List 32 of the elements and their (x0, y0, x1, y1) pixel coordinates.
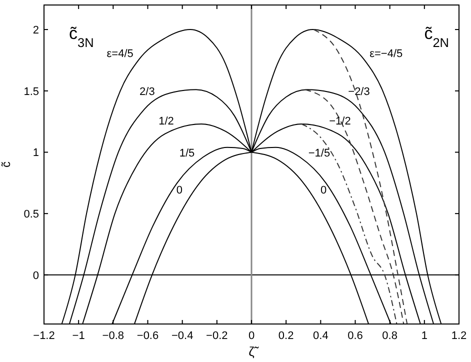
annotation: c̃$_{2N}$ (424, 24, 449, 50)
annotation: ε=4/5 (106, 48, 134, 60)
annotation: 1/5 (179, 148, 195, 160)
annotation: 2/3 (140, 86, 155, 98)
x-tick-label: −1.2 (33, 330, 55, 342)
x-tick-label: −0.6 (136, 330, 159, 342)
y-tick-label: 2 (32, 24, 39, 37)
x-tick-label: −1 (72, 330, 85, 342)
y-tick-label: 0.5 (24, 208, 39, 221)
x-tick-label: 0 (248, 330, 255, 342)
y-tick-label: 1.5 (24, 86, 39, 98)
annotation: c̃$_{3N}$ (69, 24, 94, 50)
x-tick-label: 0.6 (348, 330, 363, 342)
y-axis-title: c̃ (0, 161, 13, 168)
annotation: ε=−4/5 (370, 48, 403, 60)
x-tick-label: −0.4 (171, 330, 194, 342)
y-tick-label: 1 (32, 147, 39, 160)
x-axis-title: ζ̃ (248, 344, 260, 359)
x-tick-label: 0.2 (278, 330, 294, 342)
x-tick-label: 1 (421, 330, 428, 342)
annotation: 1/2 (158, 116, 174, 128)
annotation: 0 (320, 184, 327, 196)
annotation: 0 (176, 184, 183, 196)
annotation: −1/2 (329, 116, 351, 128)
x-tick-label: 0.4 (313, 330, 328, 342)
annotation: −1/5 (308, 148, 330, 160)
x-tick-label: 1.2 (451, 330, 467, 342)
y-tick-label: 0 (32, 270, 39, 282)
x-tick-label: −0.8 (102, 330, 124, 342)
x-tick-label: 0.8 (382, 330, 398, 342)
x-tick-label: −0.2 (206, 330, 228, 342)
annotation: −2/3 (348, 86, 370, 98)
